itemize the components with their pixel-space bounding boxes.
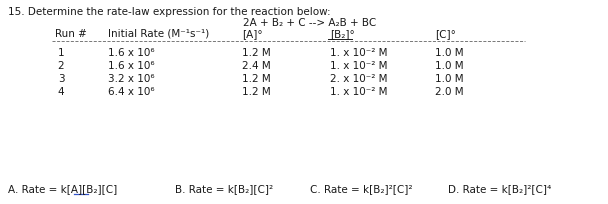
- Text: 2.4 M: 2.4 M: [242, 61, 271, 71]
- Text: 2.0 M: 2.0 M: [435, 87, 464, 97]
- Text: Run #: Run #: [55, 29, 87, 39]
- Text: [C]°: [C]°: [435, 29, 456, 39]
- Text: 6.4 x 10⁶: 6.4 x 10⁶: [108, 87, 154, 97]
- Text: 1.2 M: 1.2 M: [242, 74, 271, 84]
- Text: 1.6 x 10⁶: 1.6 x 10⁶: [108, 61, 154, 71]
- Text: C. Rate = k[B₂]²[C]²: C. Rate = k[B₂]²[C]²: [310, 184, 412, 194]
- Text: [B₂]°: [B₂]°: [330, 29, 354, 39]
- Text: 1. x 10⁻² M: 1. x 10⁻² M: [330, 61, 387, 71]
- Text: 1.2 M: 1.2 M: [242, 48, 271, 58]
- Text: Initial Rate (M⁻¹s⁻¹): Initial Rate (M⁻¹s⁻¹): [108, 29, 209, 39]
- Text: 3: 3: [58, 74, 64, 84]
- Text: B. Rate = k[B₂][C]²: B. Rate = k[B₂][C]²: [175, 184, 273, 194]
- Text: 2. x 10⁻² M: 2. x 10⁻² M: [330, 74, 387, 84]
- Text: 4: 4: [58, 87, 64, 97]
- Text: D. Rate = k[B₂]²[C]⁴: D. Rate = k[B₂]²[C]⁴: [448, 184, 551, 194]
- Text: 1.0 M: 1.0 M: [435, 74, 464, 84]
- Text: 1. x 10⁻² M: 1. x 10⁻² M: [330, 87, 387, 97]
- Text: 3.2 x 10⁶: 3.2 x 10⁶: [108, 74, 154, 84]
- Text: 15. Determine the rate-law expression for the reaction below:: 15. Determine the rate-law expression fo…: [8, 7, 331, 17]
- Text: 2: 2: [58, 61, 64, 71]
- Text: 1.6 x 10⁶: 1.6 x 10⁶: [108, 48, 154, 58]
- Text: 2A + B₂ + C --> A₂B + BC: 2A + B₂ + C --> A₂B + BC: [243, 18, 376, 28]
- Text: A. Rate = k[A][B₂][C]: A. Rate = k[A][B₂][C]: [8, 184, 117, 194]
- Text: 1. x 10⁻² M: 1. x 10⁻² M: [330, 48, 387, 58]
- Text: 1.0 M: 1.0 M: [435, 61, 464, 71]
- Text: 1.2 M: 1.2 M: [242, 87, 271, 97]
- Text: [A]°: [A]°: [242, 29, 263, 39]
- Text: 1.0 M: 1.0 M: [435, 48, 464, 58]
- Text: 1: 1: [58, 48, 64, 58]
